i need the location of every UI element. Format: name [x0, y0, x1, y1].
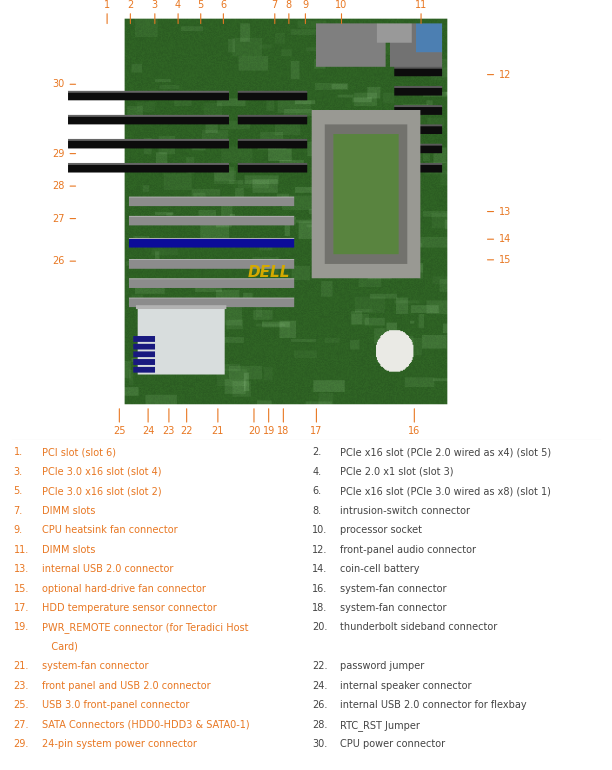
- Text: 2: 2: [127, 0, 133, 10]
- Text: password jumper: password jumper: [340, 661, 424, 671]
- Text: 28: 28: [53, 181, 65, 191]
- Text: DIMM slots: DIMM slots: [42, 544, 95, 554]
- Text: 14.: 14.: [312, 564, 327, 574]
- Text: 20: 20: [248, 426, 260, 436]
- Text: 9.: 9.: [13, 525, 23, 535]
- Text: 13.: 13.: [13, 564, 29, 574]
- Text: 6: 6: [220, 0, 226, 10]
- Text: 7: 7: [272, 0, 278, 10]
- Text: 3: 3: [152, 0, 158, 10]
- Text: 24: 24: [142, 426, 154, 436]
- Text: HDD temperature sensor connector: HDD temperature sensor connector: [42, 603, 217, 613]
- Text: 24-pin system power connector: 24-pin system power connector: [42, 739, 196, 749]
- Text: PCIe 3.0 x16 slot (slot 4): PCIe 3.0 x16 slot (slot 4): [42, 467, 161, 477]
- Text: 25: 25: [113, 426, 125, 436]
- Text: 9: 9: [302, 0, 308, 10]
- Text: 8: 8: [286, 0, 292, 10]
- Text: 4.: 4.: [312, 467, 321, 477]
- Text: 23: 23: [163, 426, 175, 436]
- Text: 17: 17: [310, 426, 323, 436]
- Text: 16: 16: [408, 426, 420, 436]
- Text: 3.: 3.: [13, 467, 23, 477]
- Text: thunderbolt sideband connector: thunderbolt sideband connector: [340, 622, 497, 632]
- Text: 23.: 23.: [13, 681, 29, 691]
- Text: 21.: 21.: [13, 661, 29, 671]
- Text: 26.: 26.: [312, 701, 327, 711]
- Text: 8.: 8.: [312, 506, 321, 516]
- Text: 24.: 24.: [312, 681, 327, 691]
- Text: 28.: 28.: [312, 720, 327, 730]
- Text: 12: 12: [499, 69, 511, 79]
- Text: 30.: 30.: [312, 739, 327, 749]
- Text: PWR_REMOTE connector (for Teradici Host: PWR_REMOTE connector (for Teradici Host: [42, 622, 248, 634]
- Text: 21: 21: [212, 426, 224, 436]
- Text: intrusion-switch connector: intrusion-switch connector: [340, 506, 469, 516]
- Text: optional hard-drive fan connector: optional hard-drive fan connector: [42, 584, 206, 594]
- Text: CPU power connector: CPU power connector: [340, 739, 445, 749]
- Text: PCIe 3.0 x16 slot (slot 2): PCIe 3.0 x16 slot (slot 2): [42, 486, 161, 496]
- Text: 22.: 22.: [312, 661, 327, 671]
- Text: 6.: 6.: [312, 486, 321, 496]
- Text: 30: 30: [53, 79, 65, 89]
- Text: DIMM slots: DIMM slots: [42, 506, 95, 516]
- Text: front-panel audio connector: front-panel audio connector: [340, 544, 476, 554]
- Text: 27: 27: [53, 213, 65, 223]
- Text: 10: 10: [335, 0, 348, 10]
- Text: front panel and USB 2.0 connector: front panel and USB 2.0 connector: [42, 681, 211, 691]
- Text: Card): Card): [42, 642, 78, 652]
- Text: 1.: 1.: [13, 447, 23, 457]
- Text: 7.: 7.: [13, 506, 23, 516]
- Text: 5.: 5.: [13, 486, 23, 496]
- Text: PCIe 2.0 x1 slot (slot 3): PCIe 2.0 x1 slot (slot 3): [340, 467, 453, 477]
- Text: internal USB 2.0 connector for flexbay: internal USB 2.0 connector for flexbay: [340, 701, 526, 711]
- Text: RTC_RST Jumper: RTC_RST Jumper: [340, 720, 420, 731]
- Text: 5: 5: [198, 0, 204, 10]
- Text: 11.: 11.: [13, 544, 29, 554]
- Text: PCI slot (slot 6): PCI slot (slot 6): [42, 447, 116, 457]
- Text: 16.: 16.: [312, 584, 327, 594]
- Text: 19.: 19.: [13, 622, 29, 632]
- Text: 13: 13: [499, 206, 511, 216]
- Text: 12.: 12.: [312, 544, 327, 554]
- Text: PCIe x16 slot (PCIe 3.0 wired as x8) (slot 1): PCIe x16 slot (PCIe 3.0 wired as x8) (sl…: [340, 486, 551, 496]
- Text: system-fan connector: system-fan connector: [340, 603, 446, 613]
- Text: 26: 26: [53, 256, 65, 266]
- Text: SATA Connectors (HDD0-HDD3 & SATA0-1): SATA Connectors (HDD0-HDD3 & SATA0-1): [42, 720, 249, 730]
- Text: DELL: DELL: [248, 265, 291, 280]
- Text: processor socket: processor socket: [340, 525, 422, 535]
- Text: 10.: 10.: [312, 525, 327, 535]
- Text: 1: 1: [104, 0, 110, 10]
- Text: 22: 22: [181, 426, 193, 436]
- Text: internal USB 2.0 connector: internal USB 2.0 connector: [42, 564, 173, 574]
- Text: 18: 18: [277, 426, 289, 436]
- Text: coin-cell battery: coin-cell battery: [340, 564, 419, 574]
- Text: 4: 4: [175, 0, 181, 10]
- Text: 14: 14: [499, 234, 511, 244]
- Text: system-fan connector: system-fan connector: [340, 584, 446, 594]
- Text: 20.: 20.: [312, 622, 327, 632]
- Text: 25.: 25.: [13, 701, 29, 711]
- Text: CPU heatsink fan connector: CPU heatsink fan connector: [42, 525, 177, 535]
- Text: 29.: 29.: [13, 739, 29, 749]
- Text: 19: 19: [263, 426, 275, 436]
- Text: PCIe x16 slot (PCIe 2.0 wired as x4) (slot 5): PCIe x16 slot (PCIe 2.0 wired as x4) (sl…: [340, 447, 551, 457]
- Text: 29: 29: [53, 149, 65, 159]
- Text: 15: 15: [499, 255, 511, 265]
- Text: 18.: 18.: [312, 603, 327, 613]
- Text: internal speaker connector: internal speaker connector: [340, 681, 471, 691]
- Text: 17.: 17.: [13, 603, 29, 613]
- Text: USB 3.0 front-panel connector: USB 3.0 front-panel connector: [42, 701, 189, 711]
- Text: 2.: 2.: [312, 447, 321, 457]
- Text: 11: 11: [415, 0, 427, 10]
- Text: system-fan connector: system-fan connector: [42, 661, 148, 671]
- Text: 27.: 27.: [13, 720, 29, 730]
- Text: 15.: 15.: [13, 584, 29, 594]
